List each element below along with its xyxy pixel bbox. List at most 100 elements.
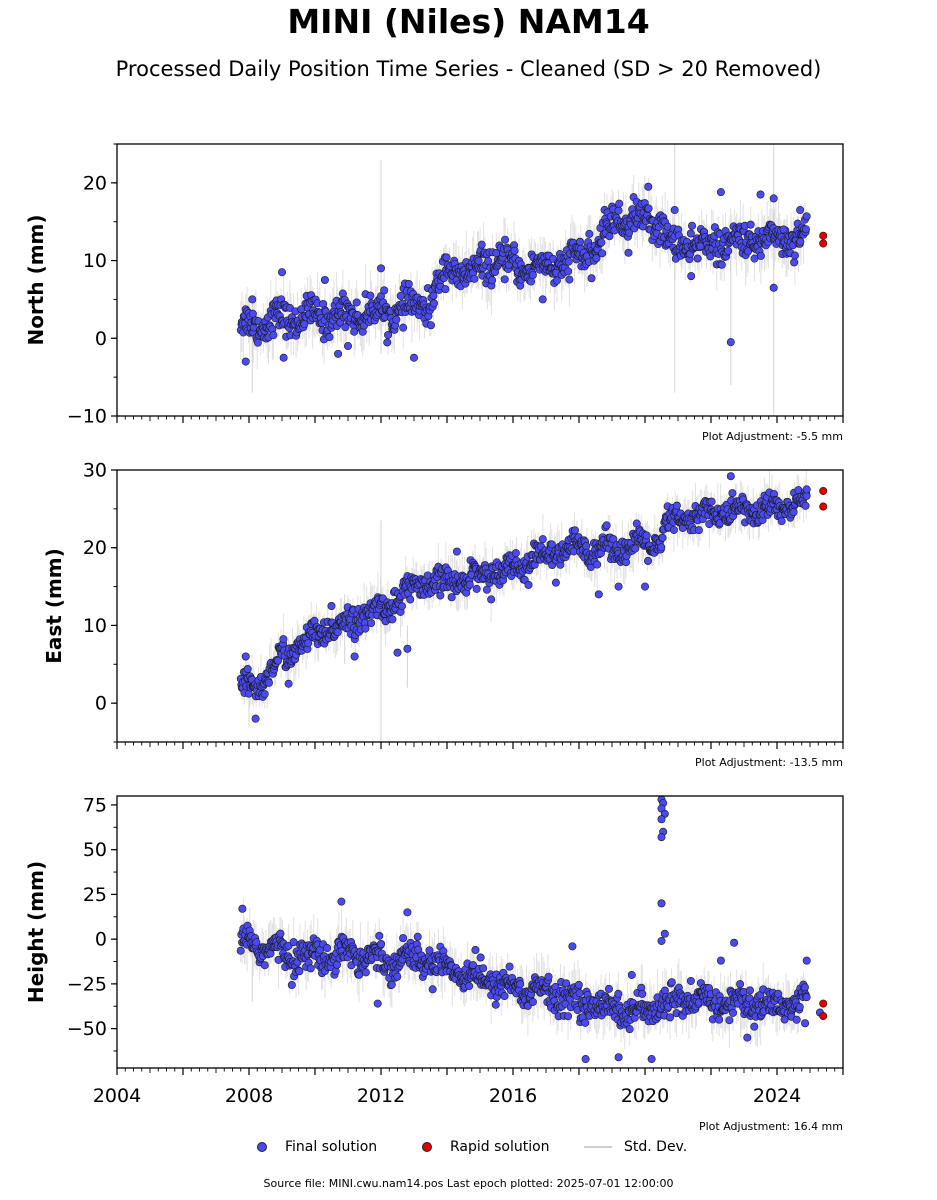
data-point [387, 980, 396, 989]
data-point [482, 585, 491, 594]
data-point [236, 946, 245, 955]
data-point [796, 206, 805, 215]
data-point [562, 979, 571, 988]
data-point [264, 678, 273, 687]
data-point [802, 956, 811, 965]
data-point [477, 240, 486, 249]
data-point [366, 291, 375, 300]
y-tick-label: 0 [95, 328, 107, 350]
data-point [426, 321, 435, 330]
data-point [465, 982, 474, 991]
data-point [657, 815, 666, 824]
data-point [538, 295, 547, 304]
data-point [487, 595, 496, 604]
data-point [251, 714, 260, 723]
data-point [547, 540, 556, 549]
data-point [287, 981, 296, 990]
data-point [657, 833, 666, 842]
data-point [729, 1008, 738, 1017]
data-point [491, 1000, 500, 1009]
data-point [792, 1015, 801, 1024]
data-point [253, 338, 262, 347]
data-point [393, 648, 402, 657]
x-tick-label: 2012 [357, 1085, 405, 1107]
data-point [538, 535, 547, 544]
data-point [769, 283, 778, 292]
final-solution-points [236, 182, 811, 366]
legend-rapid: Rapid solution [422, 1137, 550, 1157]
y-axis-label: North (mm) [24, 214, 48, 345]
data-point [657, 543, 666, 552]
plot-area [236, 470, 828, 742]
data-point [686, 229, 695, 238]
rapid-point [819, 502, 828, 511]
data-point [780, 1015, 789, 1024]
legend-stddev-line [584, 1146, 612, 1148]
data-point [343, 342, 352, 351]
data-point [306, 964, 315, 973]
y-tick-label: 75 [83, 794, 107, 816]
data-point [570, 526, 579, 535]
data-point [352, 298, 361, 307]
rapid-solution-points [819, 999, 828, 1021]
data-point [716, 956, 725, 965]
data-point [790, 258, 799, 267]
data-point [248, 309, 257, 318]
data-point [598, 249, 607, 258]
data-point [644, 204, 653, 213]
data-point [736, 980, 745, 989]
data-point [376, 264, 385, 273]
final-solution-points [236, 472, 811, 723]
data-point [414, 945, 423, 954]
data-point [355, 970, 364, 979]
data-point [744, 247, 753, 256]
data-point [726, 472, 735, 481]
plot-area [236, 796, 828, 1064]
y-axis-label: East (mm) [42, 548, 66, 664]
data-point [594, 590, 603, 599]
x-tick-label: 2004 [93, 1085, 141, 1107]
data-point [801, 225, 810, 234]
data-point [375, 931, 384, 940]
data-point [377, 939, 386, 948]
data-point [325, 333, 334, 342]
data-point [341, 323, 350, 332]
data-point [597, 238, 606, 247]
data-point [604, 984, 613, 993]
y-tick-label: −50 [67, 1018, 107, 1040]
data-point [564, 267, 573, 276]
legend-final-label: Final solution [285, 1139, 378, 1155]
legend-stddev: Std. Dev. [584, 1137, 687, 1157]
data-point [470, 274, 479, 283]
legend-stddev-label: Std. Dev. [624, 1139, 688, 1155]
source-footer: Source file: MINI.cwu.nam14.pos Last epo… [263, 1177, 674, 1190]
data-point [304, 639, 313, 648]
data-point [488, 276, 497, 285]
data-point [403, 644, 412, 653]
data-point [640, 582, 649, 591]
data-point [657, 936, 666, 945]
data-point [568, 942, 577, 951]
data-point [627, 970, 636, 979]
data-point [730, 938, 739, 947]
panel-height: −50 −25 0 25 50 75 2004 2008 2012 2016 2020 2024 Hei… [24, 794, 844, 1133]
data-point [614, 1053, 623, 1062]
data-point [277, 268, 286, 277]
data-point [802, 993, 811, 1002]
data-point [717, 260, 726, 269]
data-point [383, 338, 392, 347]
data-point [511, 549, 520, 558]
data-point [615, 199, 624, 208]
data-point [501, 235, 510, 244]
data-point [745, 986, 754, 995]
plot-area [236, 144, 828, 416]
data-point [252, 938, 261, 947]
legend-final: Final solution [257, 1137, 377, 1157]
data-point [672, 501, 681, 510]
data-point [756, 190, 765, 199]
data-point [544, 972, 553, 981]
data-point [574, 980, 583, 989]
data-point [728, 489, 737, 498]
rapid-solution-points [819, 486, 828, 511]
